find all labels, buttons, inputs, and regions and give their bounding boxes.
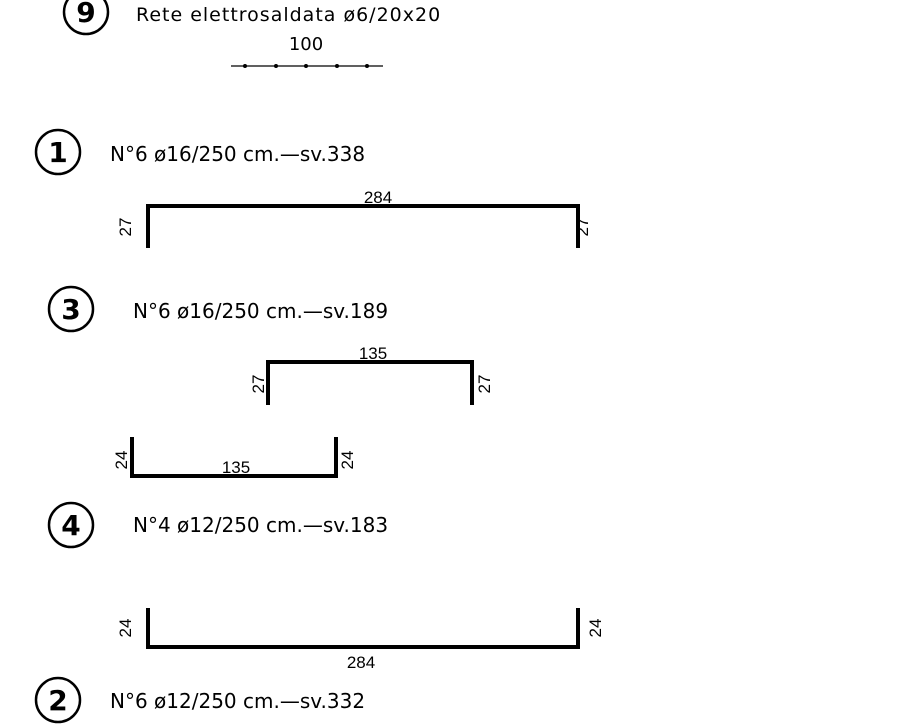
bar-1-marker-circle <box>34 128 82 176</box>
bar-4-left-leg: 24 <box>112 451 131 470</box>
bar-2-shape <box>146 608 580 649</box>
mesh-dot <box>365 64 369 68</box>
mesh-dot <box>335 64 339 68</box>
mesh-length: 100 <box>289 34 323 55</box>
mesh-dots <box>243 64 369 68</box>
bar-item-1: 1 N°6 ø16/250 cm.—sv.338 284 27 27 <box>34 128 592 248</box>
mesh-marker-circle <box>62 0 110 36</box>
mesh-item: 9 Rete elettrosaldata ø6/20x20 100 <box>62 0 441 68</box>
bar-3-shape <box>266 360 474 405</box>
bar-3-marker: 3 <box>61 293 80 326</box>
bar-1-marker: 1 <box>48 136 67 169</box>
bar-1-left-leg: 27 <box>116 218 135 237</box>
bar-3-left-leg: 27 <box>249 375 268 394</box>
bar-4-shape <box>130 437 338 478</box>
mesh-marker: 9 <box>76 0 95 29</box>
mesh-title: Rete elettrosaldata ø6/20x20 <box>136 4 441 26</box>
bar-2-right-leg: 24 <box>586 619 605 638</box>
bar-2-left-leg: 24 <box>116 619 135 638</box>
bar-4-marker-circle <box>47 501 95 549</box>
bar-1-length: 284 <box>364 188 392 207</box>
bar-1-spec: N°6 ø16/250 cm.—sv.338 <box>110 142 365 166</box>
bar-3-spec: N°6 ø16/250 cm.—sv.189 <box>133 299 388 323</box>
bar-2-spec: N°6 ø12/250 cm.—sv.332 <box>110 689 365 713</box>
bar-1-shape <box>146 204 580 248</box>
bar-4-marker: 4 <box>61 509 80 542</box>
bar-item-4: 135 24 24 4 N°4 ø12/250 cm.—sv.183 <box>47 437 388 549</box>
bar-4-spec: N°4 ø12/250 cm.—sv.183 <box>133 513 388 537</box>
bar-3-right-leg: 27 <box>475 375 494 394</box>
bar-2-marker: 2 <box>48 684 67 717</box>
bar-3-length: 135 <box>359 344 387 363</box>
mesh-dot <box>274 64 278 68</box>
bar-2-length: 284 <box>347 653 375 672</box>
mesh-dot <box>304 64 308 68</box>
bar-item-3: 3 N°6 ø16/250 cm.—sv.189 135 27 27 <box>47 285 494 405</box>
bar-2-marker-circle <box>34 676 82 724</box>
bar-item-2: 284 24 24 2 N°6 ø12/250 cm.—sv.332 <box>34 608 605 724</box>
mesh-dot <box>243 64 247 68</box>
bar-4-length: 135 <box>222 458 250 477</box>
bar-4-right-leg: 24 <box>338 451 357 470</box>
bar-1-right-leg: 27 <box>573 218 592 237</box>
bar-3-marker-circle <box>47 285 95 333</box>
